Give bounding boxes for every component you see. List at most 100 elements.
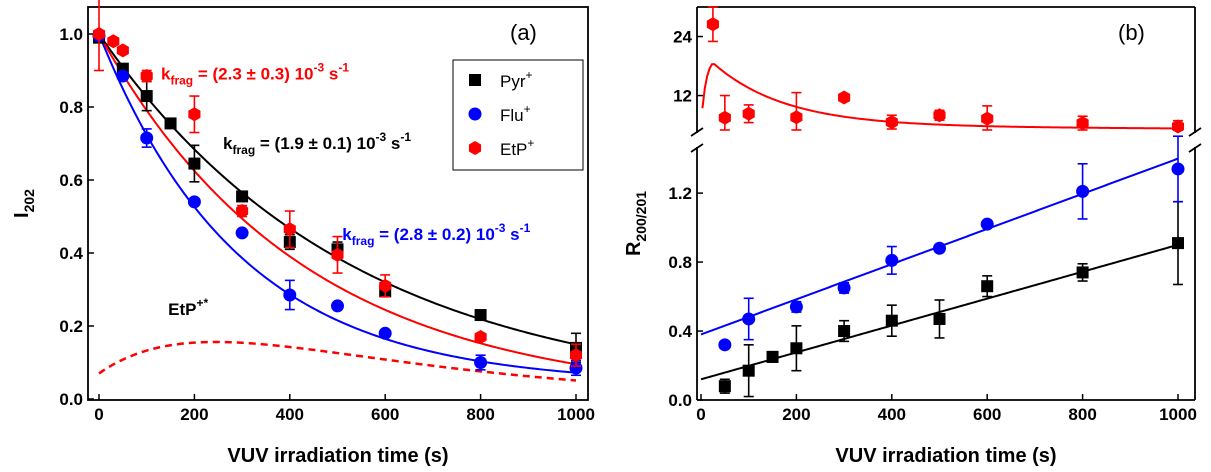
flu-point — [789, 300, 803, 314]
annotation-3: EtP+* — [168, 296, 208, 319]
etp-point — [933, 108, 946, 123]
axis-break-mark — [690, 143, 704, 153]
flu-point — [837, 281, 851, 295]
legend-marker-etp — [468, 141, 482, 155]
x-tick-label: 800 — [466, 405, 494, 424]
etp-fit-line — [701, 63, 1179, 130]
flu-point — [187, 195, 201, 209]
y-tick-label: 0.0 — [59, 390, 83, 409]
etp-point — [140, 68, 153, 83]
flu-fit-curve — [98, 33, 577, 374]
annotation-unit: s — [324, 65, 338, 84]
plot-frame — [87, 6, 589, 401]
annotation-unit-exp: -1 — [338, 61, 349, 75]
annotation-unit: s — [505, 225, 519, 244]
annotation-main: k — [223, 134, 233, 153]
pyr-point — [1076, 266, 1089, 279]
etp-point — [107, 34, 120, 49]
etp-point — [981, 111, 994, 126]
annotation-unit-exp: -1 — [520, 221, 531, 235]
y-tick-label: 24 — [673, 28, 692, 47]
panel-label: (a) — [510, 20, 537, 45]
annotation-0: kfrag = (2.3 ± 0.3) 10-3 s-1 — [161, 61, 349, 88]
y-tick-label: 12 — [673, 87, 692, 106]
y-tick-label: 0.4 — [668, 322, 692, 341]
x-tick-label: 1000 — [557, 405, 595, 424]
y-tick-label: 0.8 — [668, 253, 692, 272]
panel-b: 0 200 400 600 800 1000 0.0 0.4 0.8 1.2 12 24 VUV irr… — [623, 6, 1202, 467]
annotation-exp: -3 — [376, 130, 387, 144]
x-tick-label: 0 — [696, 405, 705, 424]
legend-label-sup: + — [524, 102, 531, 116]
legend-label-pyr: Pyr+ — [500, 68, 533, 91]
annotation-main: k — [342, 225, 352, 244]
flu-point — [1171, 162, 1185, 176]
etp-point — [236, 204, 249, 219]
annotation-sub: frag — [170, 74, 193, 88]
legend-label-sup: + — [526, 68, 533, 82]
etp-point — [569, 348, 583, 363]
flu-point — [742, 312, 756, 326]
y-tick-label: 0.8 — [59, 98, 83, 117]
pyr-point — [933, 312, 946, 325]
annotation-text: = (2.3 ± 0.3) 10 — [193, 65, 313, 84]
legend-label-flu: Flu+ — [500, 102, 531, 125]
flu-point — [474, 356, 488, 369]
axis-break-mark — [1188, 127, 1202, 137]
y-tick-label: 0.2 — [59, 317, 83, 336]
etp-point — [188, 107, 201, 122]
x-tick-label: 200 — [782, 405, 810, 424]
flu-point — [235, 226, 249, 240]
x-tick-label: 400 — [276, 405, 304, 424]
pyr-point — [981, 280, 994, 293]
annotation-2: kfrag = (2.8 ± 0.2) 10-3 s-1 — [342, 221, 530, 248]
y-axis-label-main: I — [11, 212, 33, 218]
y-tick-label: 0.4 — [59, 244, 83, 263]
y-tick-label: 1.0 — [59, 25, 83, 44]
panel-a: 0 200 400 600 800 1000 0.0 0.2 0.4 0.6 0.8 1.0 VUV i… — [11, 0, 595, 467]
annotation-unit: s — [386, 134, 400, 153]
y-axis-label-sub: 200/201 — [633, 191, 649, 242]
pyr-point — [164, 117, 177, 130]
x-tick-label: 400 — [878, 405, 906, 424]
legend-marker-pyr — [469, 74, 481, 86]
pyr-point — [766, 350, 779, 363]
flu-point — [283, 288, 297, 302]
annotation-unit-exp: -1 — [400, 130, 411, 144]
flu-point — [718, 338, 732, 352]
legend-label-sup: + — [527, 136, 534, 150]
legend: Pyr+Flu+EtP+ — [452, 59, 584, 171]
etp-point — [742, 106, 755, 121]
annotation-exp: -3 — [495, 221, 506, 235]
pyr-point — [140, 90, 153, 103]
pyr-point — [236, 190, 249, 203]
y-tick-label: 1.2 — [668, 184, 692, 203]
flu-point — [980, 217, 994, 231]
flu-point — [933, 241, 946, 255]
annotation-sub: frag — [232, 143, 255, 157]
axis-break-mark — [690, 127, 704, 137]
flu-point — [331, 299, 344, 313]
flu-point — [569, 361, 583, 375]
etp-point — [1171, 119, 1185, 134]
x-tick-label: 600 — [973, 405, 1001, 424]
y-axis-label-main: R — [623, 241, 645, 256]
pyr-point — [718, 380, 731, 393]
y-axis-label: R200/201 — [623, 191, 649, 256]
etp-point — [92, 27, 106, 41]
etp-point — [790, 110, 803, 125]
annotation-1: kfrag = (1.9 ± 0.1) 10-3 s-1 — [223, 130, 411, 157]
etp-point — [885, 115, 898, 130]
flu-point — [140, 131, 154, 145]
y-tick-label: 0.6 — [59, 171, 83, 190]
annotation-main: EtP — [168, 300, 196, 319]
x-tick-label: 600 — [371, 405, 399, 424]
legend-label-main: Pyr — [500, 72, 526, 91]
annotation-exp: -3 — [314, 61, 325, 75]
annotation-sub: frag — [352, 234, 375, 248]
pyr-point — [790, 342, 803, 355]
etp-point — [718, 110, 731, 125]
etp-point — [838, 90, 851, 105]
x-axis-label: VUV irradiation time (s) — [227, 445, 448, 467]
